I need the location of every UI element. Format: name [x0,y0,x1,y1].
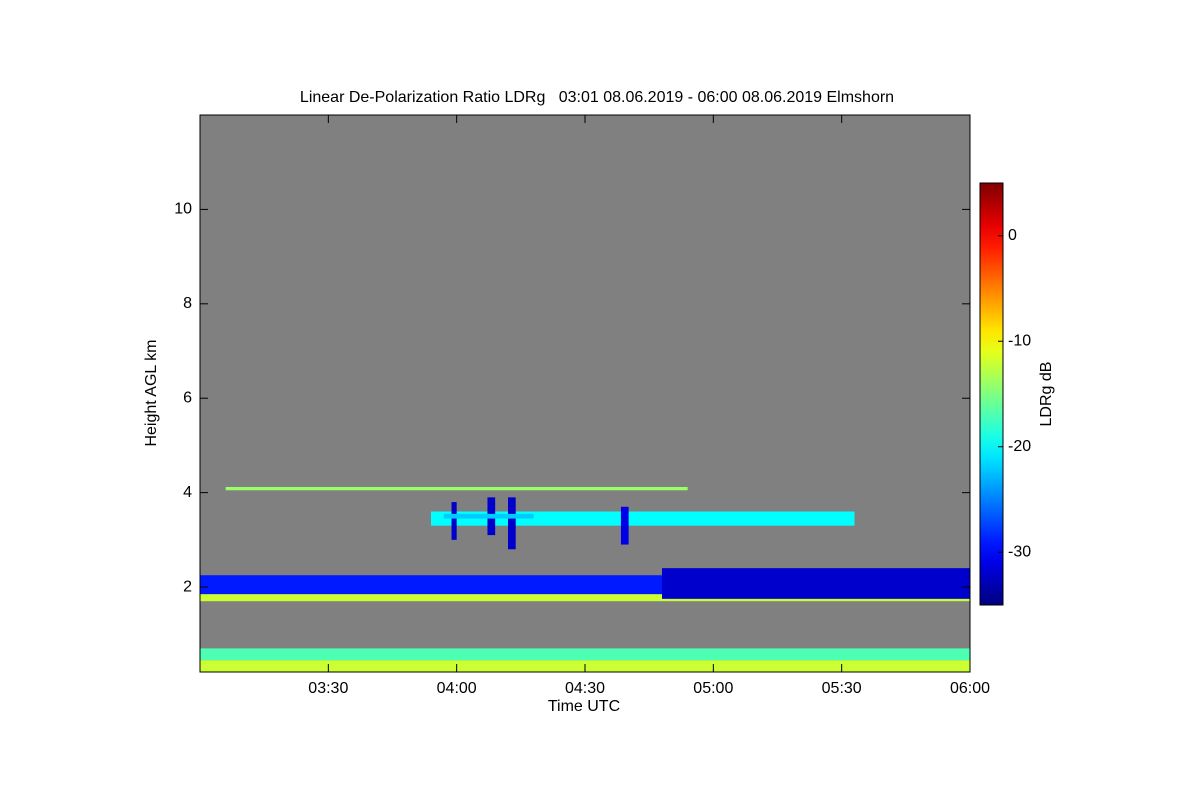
heatmap-cell [200,575,662,595]
heatmap-cell [200,594,970,602]
colorbar-tick-label: 0 [1008,227,1017,244]
x-tick-label: 04:30 [565,680,605,697]
colorbar-tick-label: -10 [1008,332,1031,349]
heatmap-cell [451,502,457,540]
y-tick-label: 8 [183,295,192,312]
colorbar-label: LDRg dB [1038,362,1055,427]
colorbar [979,182,1004,606]
heatmap-cell [200,648,970,661]
chart-title: Linear De-Polarization Ratio LDRg 03:01 … [300,89,894,106]
x-tick-label: 05:30 [822,680,862,697]
heatmap-cell [443,513,534,519]
heatmap-cell [431,511,855,526]
x-tick-label: 03:30 [308,680,348,697]
y-axis-label: Height AGL km [143,339,160,446]
y-tick-label: 2 [183,578,192,595]
colorbar-tick-label: -30 [1008,543,1031,560]
heatmap-cell [620,506,629,545]
y-tick-label: 10 [174,201,192,218]
x-tick-label: 06:00 [950,680,990,697]
heatmap-cell [662,568,970,599]
colorbar-tick-label: -20 [1008,438,1031,455]
y-tick-label: 4 [183,484,192,501]
heatmap-cell [225,486,688,491]
heatmap-cell [508,497,516,550]
x-tick-label: 04:00 [437,680,477,697]
y-tick-label: 6 [183,389,192,406]
x-tick-label: 05:00 [693,680,733,697]
x-axis-label: Time UTC [548,698,620,715]
